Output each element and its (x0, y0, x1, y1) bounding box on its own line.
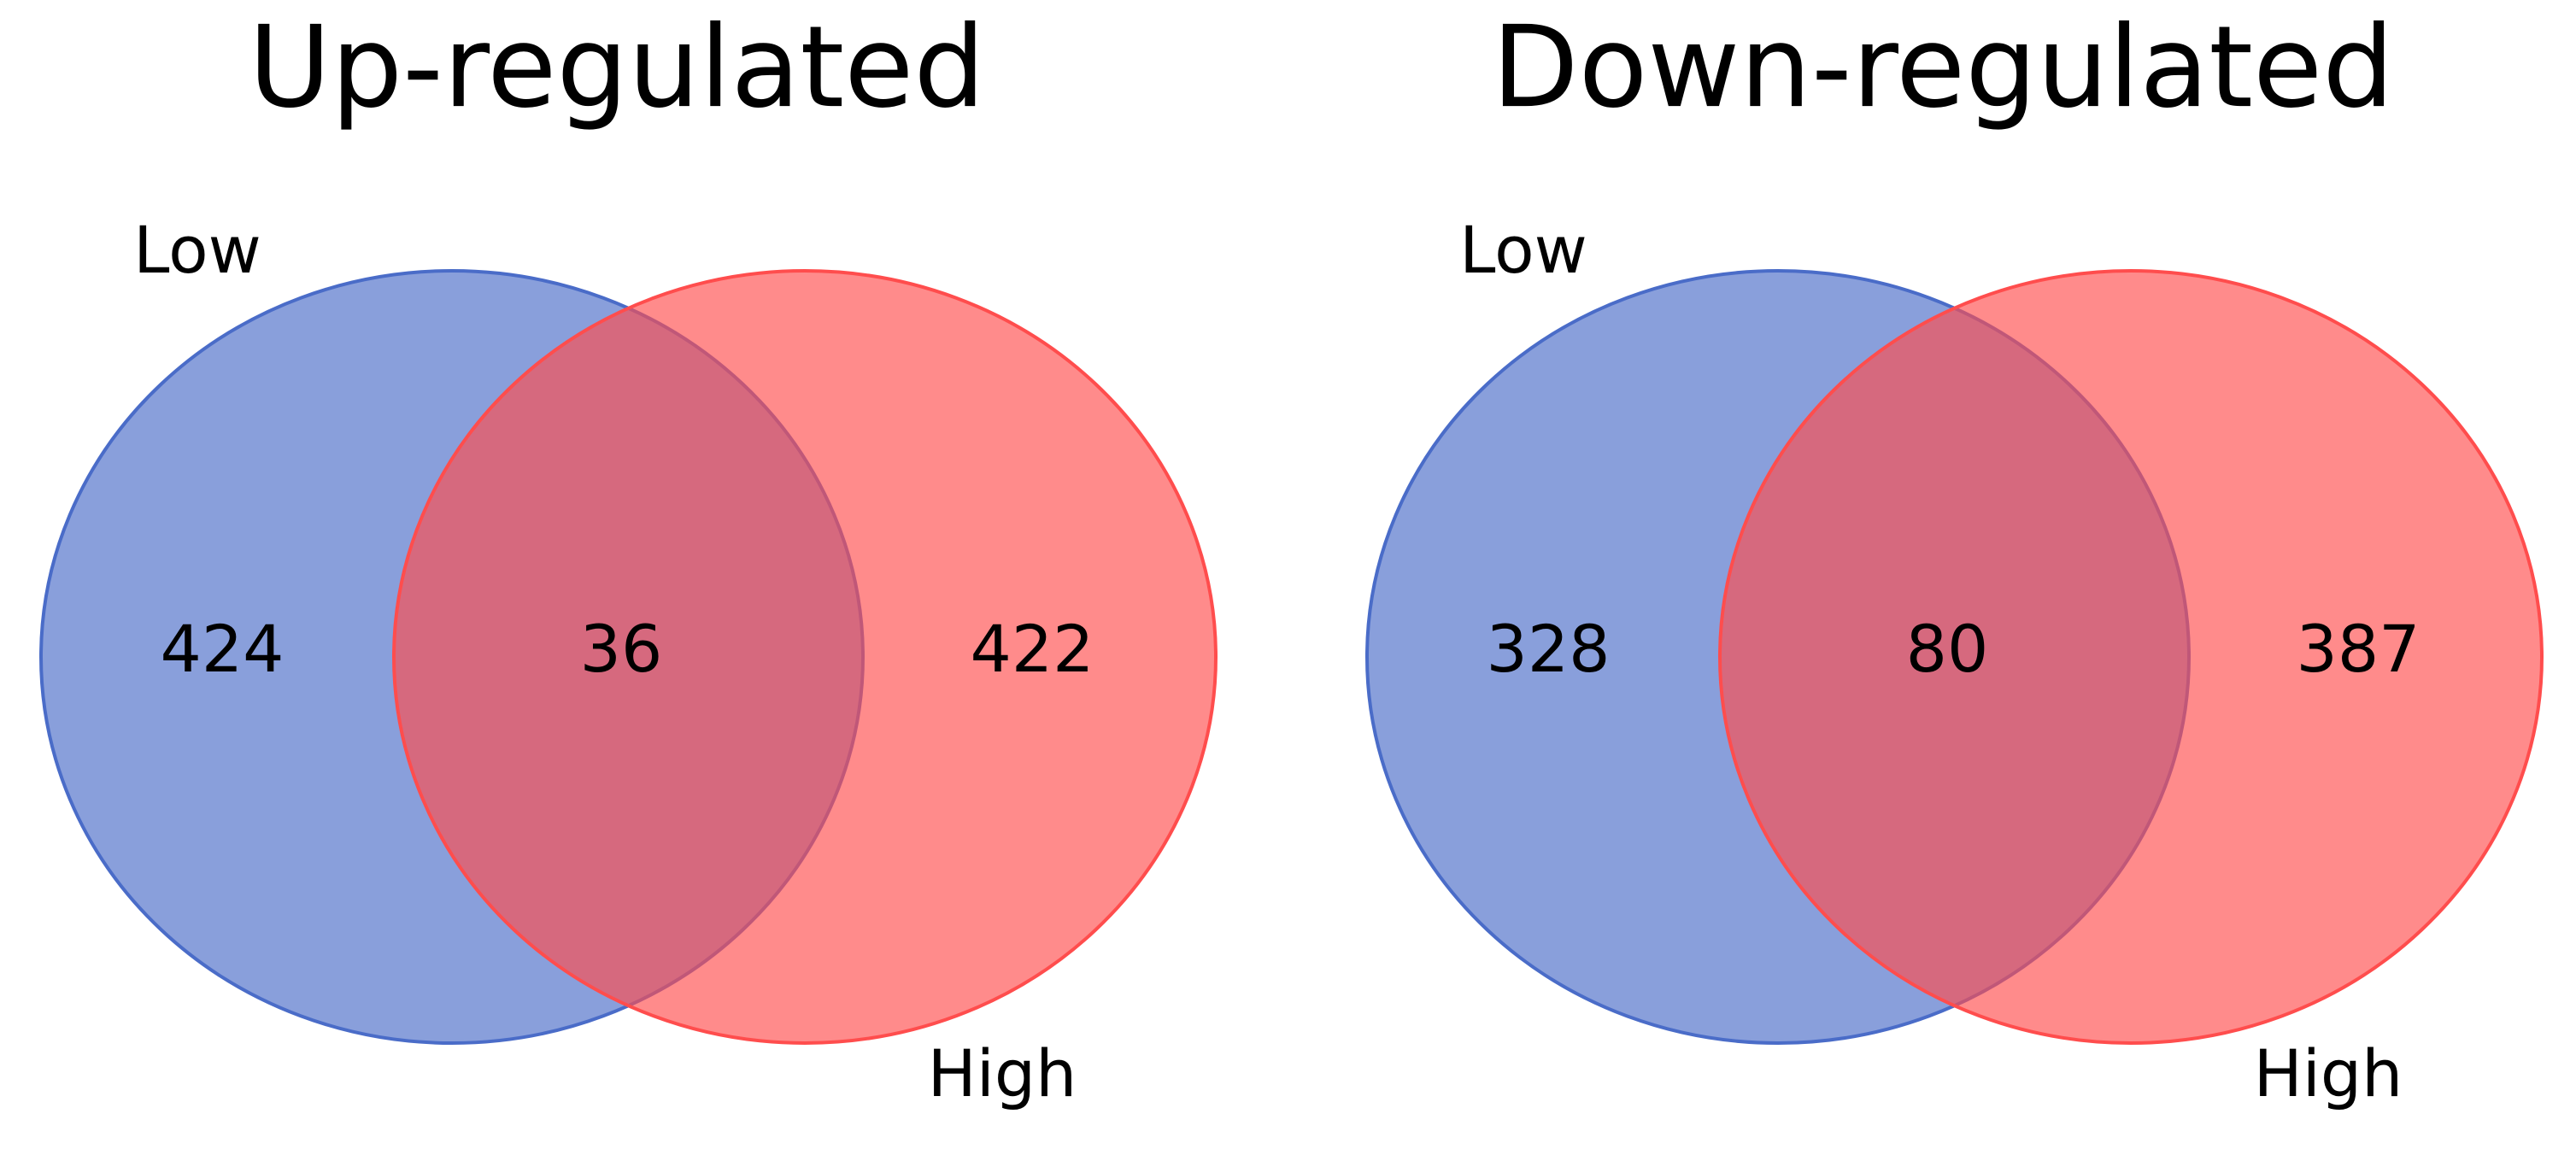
chart-title: Down-regulated (1492, 2, 2394, 133)
region-count: 328 (1486, 611, 1610, 687)
set-circle (1718, 269, 2544, 1045)
region-count: 387 (2296, 611, 2420, 687)
set-label: High (928, 1035, 1077, 1111)
region-count: 422 (970, 611, 1094, 687)
set-circle (392, 269, 1218, 1045)
region-count: 36 (580, 611, 663, 687)
venn-panel: Up-regulated Low High 424 36 422 (39, 2, 1218, 1111)
region-count: 424 (160, 611, 284, 687)
set-label: Low (1459, 212, 1587, 288)
chart-title: Up-regulated (249, 2, 985, 133)
set-label: High (2254, 1035, 2403, 1111)
set-label: Low (133, 212, 261, 288)
region-count: 80 (1906, 611, 1989, 687)
venn-panel: Down-regulated Low High 328 80 387 (1365, 2, 2544, 1111)
